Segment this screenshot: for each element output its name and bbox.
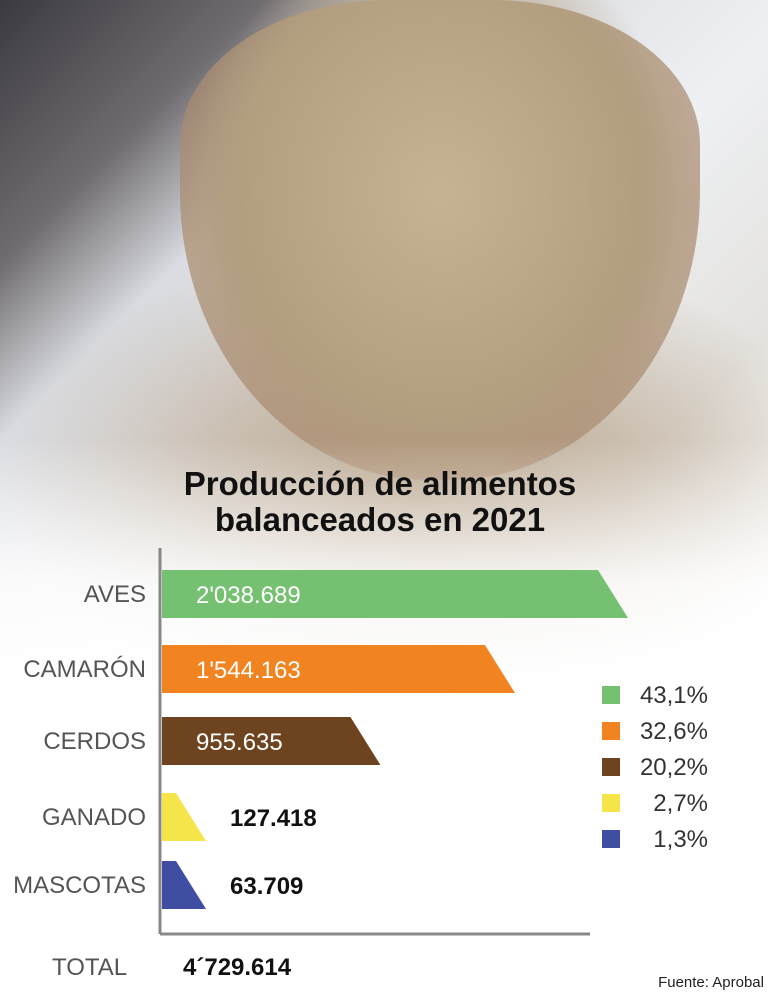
legend-percent-mascotas: 1,3%	[653, 826, 708, 853]
legend-swatch-aves	[602, 686, 620, 704]
legend-swatch-mascotas	[602, 830, 620, 848]
category-label-camaron: CAMARÓN	[23, 656, 146, 683]
category-label-aves: AVES	[84, 581, 146, 608]
legend-swatch-ganado	[602, 794, 620, 812]
value-label-ganado: 127.418	[230, 805, 317, 832]
category-label-mascotas: MASCOTAS	[13, 872, 146, 899]
value-label-mascotas: 63.709	[230, 873, 303, 900]
hands-with-feed-pellets-image	[180, 0, 700, 480]
legend-swatch-camaron	[602, 722, 620, 740]
legend-swatch-cerdos	[602, 758, 620, 776]
total-value: 4´729.614	[183, 954, 292, 981]
bar-aves	[162, 570, 628, 618]
bar-camaron	[162, 645, 515, 693]
bar-cerdos	[162, 717, 381, 765]
chart-title: Producción de alimentos balanceados en 2…	[150, 466, 610, 538]
value-label-camaron: 1'544.163	[196, 657, 301, 684]
source-note: Fuente: Aprobal	[658, 974, 764, 991]
value-label-cerdos: 955.635	[196, 729, 283, 756]
bar-mascotas	[162, 861, 206, 909]
chart-title-line-2: balanceados en 2021	[214, 501, 546, 538]
chart-title-line-1: Producción de alimentos	[183, 465, 577, 502]
category-label-cerdos: CERDOS	[43, 728, 146, 755]
legend-percent-cerdos: 20,2%	[640, 754, 708, 781]
total-label: TOTAL	[52, 954, 128, 981]
value-label-aves: 2'038.689	[196, 582, 301, 609]
legend-percent-ganado: 2,7%	[653, 790, 708, 817]
category-label-ganado: GANADO	[42, 804, 146, 831]
legend-percent-camaron: 32,6%	[640, 718, 708, 745]
legend-percent-aves: 43,1%	[640, 682, 708, 709]
bar-ganado	[162, 793, 206, 841]
